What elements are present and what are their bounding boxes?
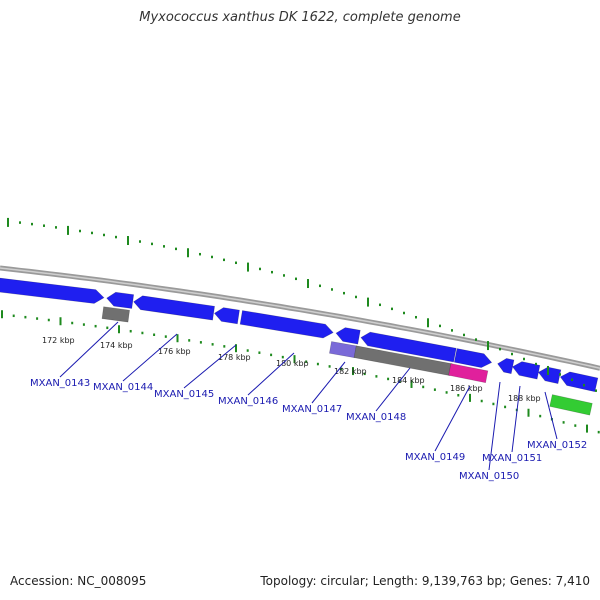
map-title: Myxococcus xanthus DK 1622, complete gen… xyxy=(139,10,461,25)
scale-label: 186 kbp xyxy=(450,384,483,393)
scale-label: 178 kbp xyxy=(218,353,251,362)
gene-leader-line xyxy=(434,385,471,452)
feature-purple-0147 xyxy=(329,341,357,359)
feature-gray-0143 xyxy=(101,306,130,323)
gene-leader-line xyxy=(183,344,237,389)
gene-arrow-mxan-0149 xyxy=(360,331,457,363)
scale-label: 176 kbp xyxy=(158,347,191,356)
gene-label: MXAN_0144 xyxy=(93,382,153,393)
gene-arrow-mxan-0147 xyxy=(239,310,334,339)
gene-arrow-mxan-0154 xyxy=(559,371,599,393)
gene-arrow-mxan-0151 xyxy=(497,358,515,375)
feature-green-rna xyxy=(549,394,593,416)
gene-leader-line xyxy=(247,352,295,396)
gene-leader-line xyxy=(544,391,558,440)
backbone-highlight xyxy=(0,267,600,370)
scale-label: 182 kbp xyxy=(334,367,367,376)
gene-arrow-mxan-0146 xyxy=(213,307,240,325)
backbone-track xyxy=(0,265,600,371)
genome-summary-text: Topology: circular; Length: 9,139,763 bp… xyxy=(260,574,590,588)
gene-arrow-mxan-0145 xyxy=(133,295,215,321)
gene-label: MXAN_0147 xyxy=(282,404,342,415)
gene-label: MXAN_0149 xyxy=(405,452,465,463)
scale-label: 180 kbp xyxy=(276,359,309,368)
gene-label: MXAN_0148 xyxy=(346,412,406,423)
gene-label: MXAN_0146 xyxy=(218,396,278,407)
gene-label: MXAN_0150 xyxy=(459,471,519,482)
feature-pink-0149 xyxy=(448,363,489,384)
gene-leader-line xyxy=(122,333,178,382)
scale-label: 184 kbp xyxy=(392,376,425,385)
gene-leader-line xyxy=(488,381,501,471)
gene-leader-line xyxy=(59,321,119,378)
gene-leader-line xyxy=(375,367,411,412)
gene-label: MXAN_0145 xyxy=(154,389,214,400)
gene-leader-line xyxy=(311,361,346,404)
accession-text: Accession: NC_008095 xyxy=(10,574,147,588)
scale-label: 188 kbp xyxy=(508,394,541,403)
gene-label: MXAN_0151 xyxy=(482,453,542,464)
gene-arrow-mxan-0143 xyxy=(0,277,105,304)
gene-arrow-mxan-0148 xyxy=(335,327,361,345)
scale-label: 174 kbp xyxy=(100,341,133,350)
scale-label: 172 kbp xyxy=(42,336,75,345)
gene-arrow-mxan-0144 xyxy=(106,291,135,309)
gene-label: MXAN_0152 xyxy=(527,440,587,451)
gene-arrow-mxan-0150 xyxy=(453,348,493,368)
gene-leader-line xyxy=(511,385,521,453)
gene-arrow-mxan-0153 xyxy=(537,366,562,384)
gene-label: MXAN_0143 xyxy=(30,378,90,389)
